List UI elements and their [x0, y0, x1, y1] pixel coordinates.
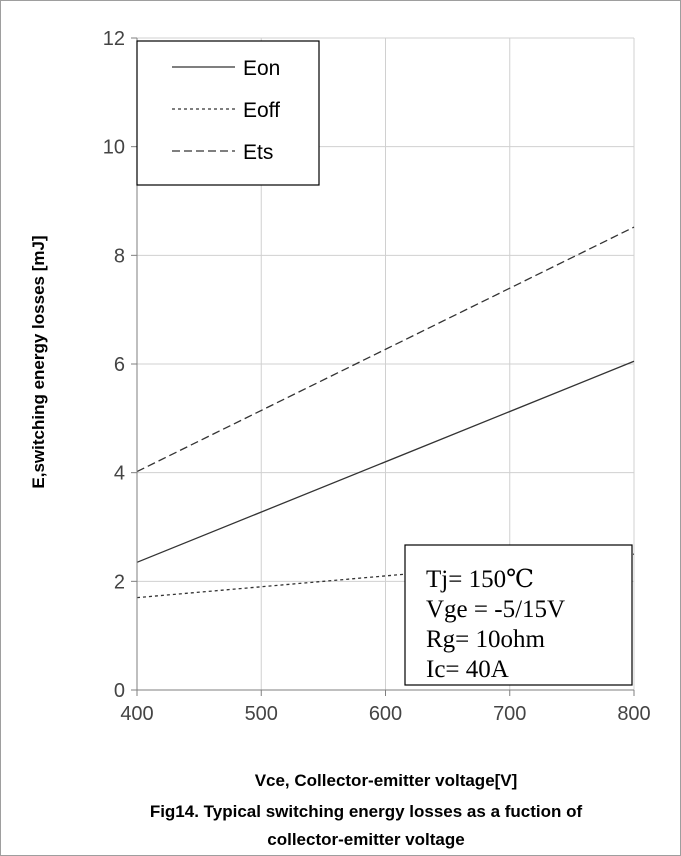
series-line-eon — [136, 360, 635, 563]
conditions-box: Tj= 150℃ Vge = -5/15V Rg= 10ohm Ic= 40A — [404, 544, 633, 686]
legend-box — [136, 40, 320, 186]
legend-label-eoff: Eoff — [243, 99, 280, 122]
y-tick-label-10: 10 — [103, 137, 125, 159]
x-tick-label-400: 400 — [120, 703, 153, 725]
tick-labels: 0 2 4 6 8 10 12 400 500 600 700 800 — [103, 28, 651, 725]
y-axis-title: E,switching energy losses [mJ] — [29, 235, 48, 488]
y-tick-label-6: 6 — [114, 354, 125, 376]
condition-line-2: Vge = -5/15V — [426, 596, 565, 623]
y-tick-label-12: 12 — [103, 28, 125, 50]
y-tick-label-2: 2 — [114, 571, 125, 593]
y-tick-label-0: 0 — [114, 680, 125, 702]
x-tick-label-600: 600 — [369, 703, 402, 725]
x-tick-label-800: 800 — [617, 703, 650, 725]
condition-line-3: Rg= 10ohm — [426, 626, 546, 653]
caption-line-2: collector-emitter voltage — [267, 830, 464, 849]
legend-label-eon: Eon — [243, 57, 280, 80]
y-tick-label-4: 4 — [114, 463, 125, 485]
condition-line-1: Tj= 150℃ — [426, 566, 534, 593]
legend-label-ets: Ets — [243, 141, 273, 164]
figure-caption: Fig14. Typical switching energy losses a… — [150, 802, 583, 849]
y-tick-label-8: 8 — [114, 245, 125, 267]
conditions-frame — [404, 544, 633, 686]
x-tick-label-500: 500 — [245, 703, 278, 725]
legend: Eon Eoff Ets — [136, 40, 320, 186]
grid — [137, 37, 635, 690]
series-line-ets — [136, 226, 635, 473]
x-axis-title: Vce, Collector-emitter voltage[V] — [255, 771, 518, 790]
caption-line-1: Fig14. Typical switching energy losses a… — [150, 802, 583, 821]
condition-line-4: Ic= 40A — [426, 656, 509, 683]
x-tick-label-700: 700 — [493, 703, 526, 725]
